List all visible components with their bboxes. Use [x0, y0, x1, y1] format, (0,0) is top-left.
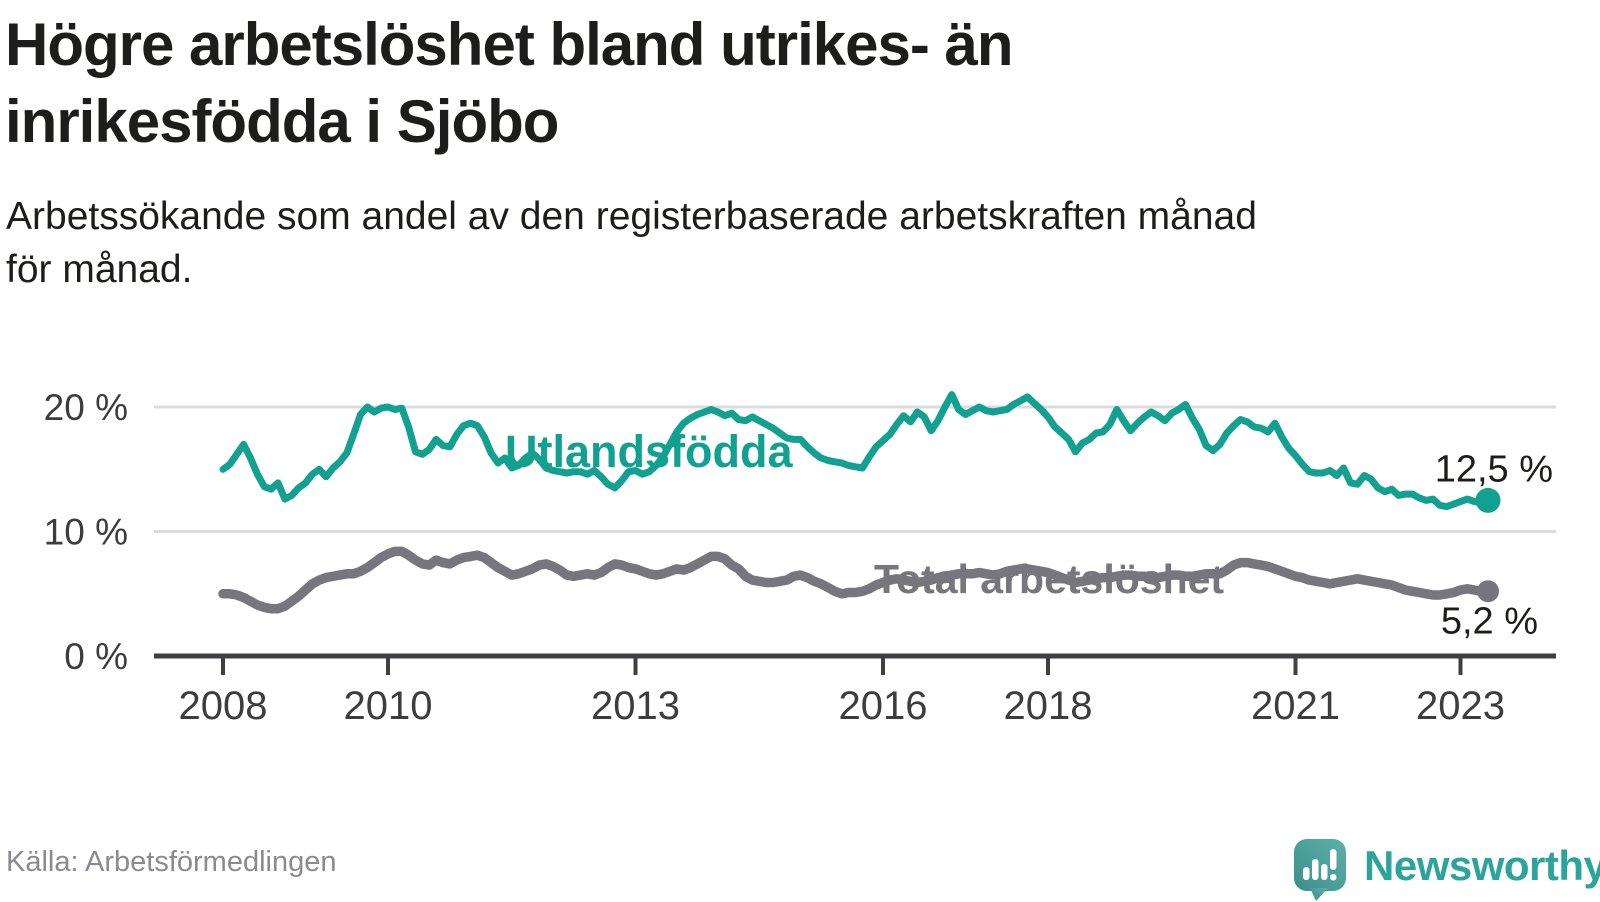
chart-subtitle: Arbetssökande som andel av den registerb… [6, 190, 1257, 296]
x-tick-label-2010: 2010 [344, 684, 433, 728]
series-end-value-total: 5,2 % [1441, 600, 1538, 642]
series-end-dot-utlandsfodda [1475, 487, 1501, 513]
x-tick-label-2023: 2023 [1416, 684, 1505, 728]
series-label-utlandsfodda: Utlandsfödda [505, 426, 793, 477]
chart-subtitle-line-2: för månad. [6, 248, 193, 291]
page-title-line-1: Högre arbetslöshet bland utrikes- än [5, 11, 1014, 78]
x-tick-label-2016: 2016 [839, 684, 928, 728]
chart-subtitle-line-1: Arbetssökande som andel av den registerb… [6, 195, 1257, 238]
series-label-total: Total arbetslöshet [874, 556, 1224, 602]
page-title-line-2: inrikesfödda i Sjöbo [5, 88, 559, 155]
x-tick-label-2008: 2008 [179, 684, 268, 728]
newsworthy-logo: Newsworthy [1293, 838, 1600, 902]
series-end-value-utlandsfodda: 12,5 % [1435, 448, 1553, 490]
x-tick-label-2018: 2018 [1004, 684, 1093, 728]
x-tick-label-2013: 2013 [591, 684, 680, 728]
series-line-total [218, 546, 1493, 614]
series-end-dot-total [1477, 580, 1499, 603]
x-tick-label-2021: 2021 [1251, 684, 1340, 728]
y-tick-label-0: 0 % [64, 636, 128, 677]
source-note: Källa: Arbetsförmedlingen [6, 846, 337, 878]
series-line-utlandsfodda [219, 391, 1492, 511]
newsworthy-logo-icon [1294, 839, 1346, 901]
y-tick-label-10: 10 % [44, 512, 128, 553]
y-tick-label-20: 20 % [44, 387, 128, 428]
newsworthy-wordmark: Newsworthy [1364, 842, 1600, 889]
page-title: Högre arbetslöshet bland utrikes- än inr… [5, 6, 1014, 160]
